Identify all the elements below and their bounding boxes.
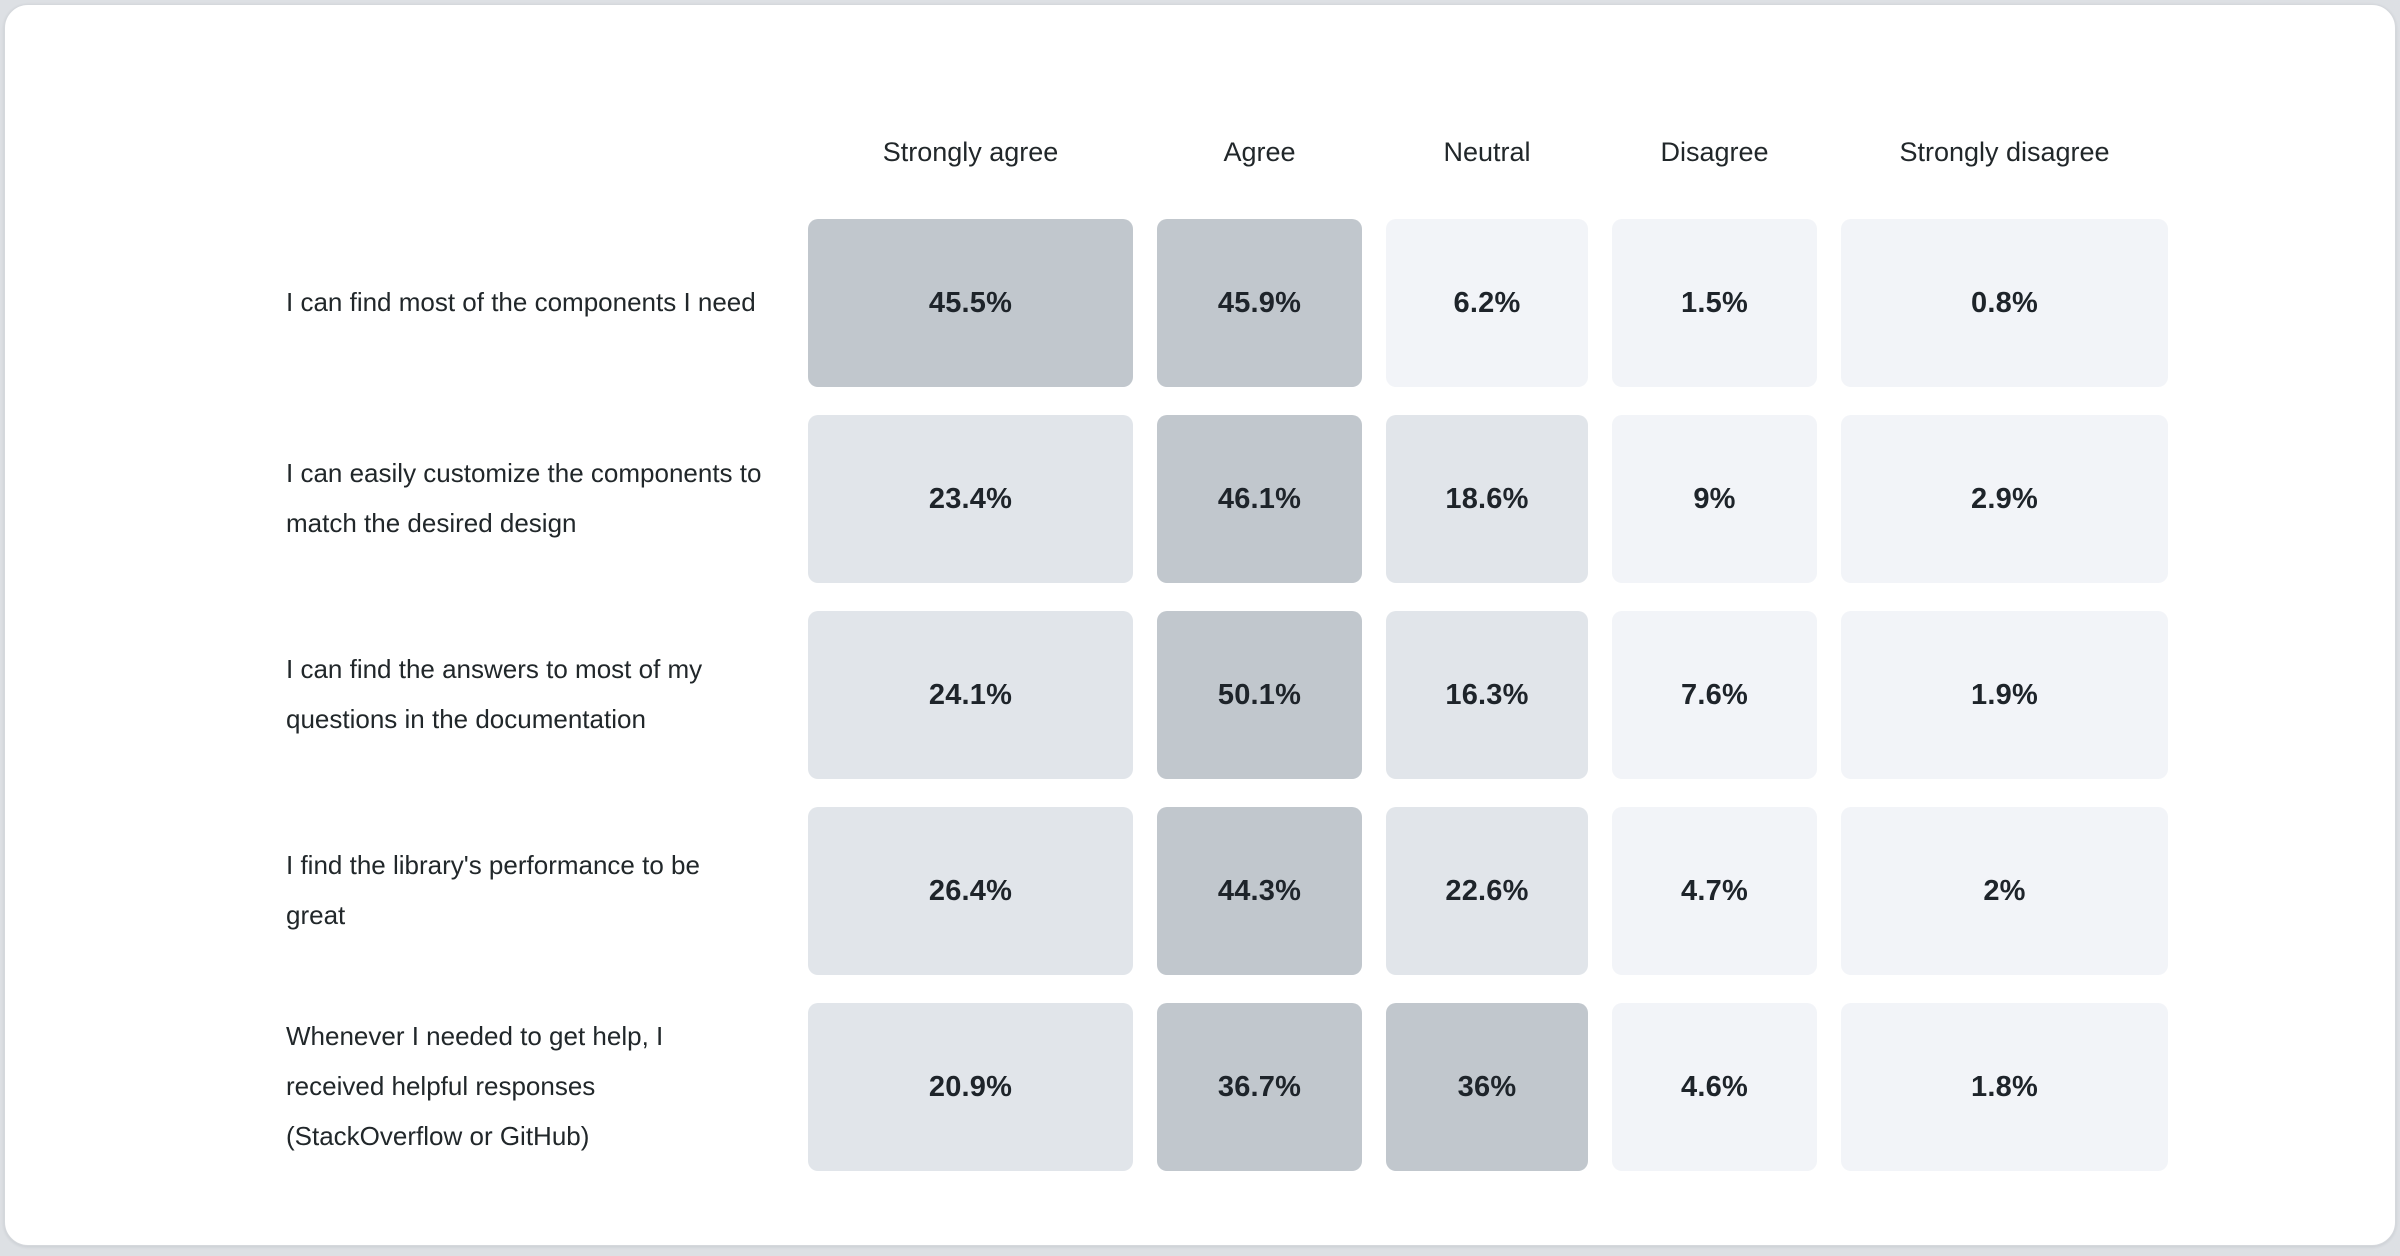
heatmap-cell: 1.5% — [1612, 219, 1817, 387]
column-header-strongly-agree: Strongly agree — [882, 136, 1059, 167]
heatmap-cell: 4.6% — [1612, 1003, 1817, 1171]
column-header-agree: Agree — [1223, 136, 1296, 167]
row-label-helpful-responses: Whenever I needed to get help, I receive… — [286, 1021, 664, 1151]
heatmap-cell: 20.9% — [808, 1003, 1133, 1171]
column-header-strongly-disagree: Strongly disagree — [1899, 136, 2110, 167]
survey-heatmap-card: Strongly agree Agree Neutral Disagree St… — [4, 4, 2396, 1246]
heatmap-cell: 1.9% — [1841, 611, 2168, 779]
heatmap-cell: 7.6% — [1612, 611, 1817, 779]
row-label-documentation-answers: I can find the answers to most of my que… — [286, 654, 703, 734]
heatmap-cell: 26.4% — [808, 807, 1133, 975]
heatmap-cell: 16.3% — [1386, 611, 1588, 779]
header-spacer — [286, 113, 784, 191]
column-header-neutral: Neutral — [1443, 136, 1531, 167]
heatmap-cell: 45.5% — [808, 219, 1133, 387]
likert-heatmap: Strongly agree Agree Neutral Disagree St… — [286, 113, 2168, 1171]
heatmap-cell: 9% — [1612, 415, 1817, 583]
heatmap-cell: 36% — [1386, 1003, 1588, 1171]
row-label-performance: I find the library's performance to be g… — [286, 850, 700, 930]
column-header-disagree: Disagree — [1660, 136, 1769, 167]
heatmap-cell: 24.1% — [808, 611, 1133, 779]
heatmap-cell: 36.7% — [1157, 1003, 1362, 1171]
heatmap-cell: 23.4% — [808, 415, 1133, 583]
heatmap-cell: 45.9% — [1157, 219, 1362, 387]
heatmap-cell: 1.8% — [1841, 1003, 2168, 1171]
heatmap-cell: 2% — [1841, 807, 2168, 975]
row-label-find-components: I can find most of the components I need — [286, 287, 756, 318]
heatmap-cell: 0.8% — [1841, 219, 2168, 387]
heatmap-cell: 50.1% — [1157, 611, 1362, 779]
heatmap-cell: 44.3% — [1157, 807, 1362, 975]
heatmap-cell: 46.1% — [1157, 415, 1362, 583]
heatmap-cell: 6.2% — [1386, 219, 1588, 387]
row-label-customize-components: I can easily customize the components to… — [286, 458, 762, 538]
heatmap-cell: 18.6% — [1386, 415, 1588, 583]
heatmap-cell: 2.9% — [1841, 415, 2168, 583]
heatmap-cell: 4.7% — [1612, 807, 1817, 975]
heatmap-cell: 22.6% — [1386, 807, 1588, 975]
